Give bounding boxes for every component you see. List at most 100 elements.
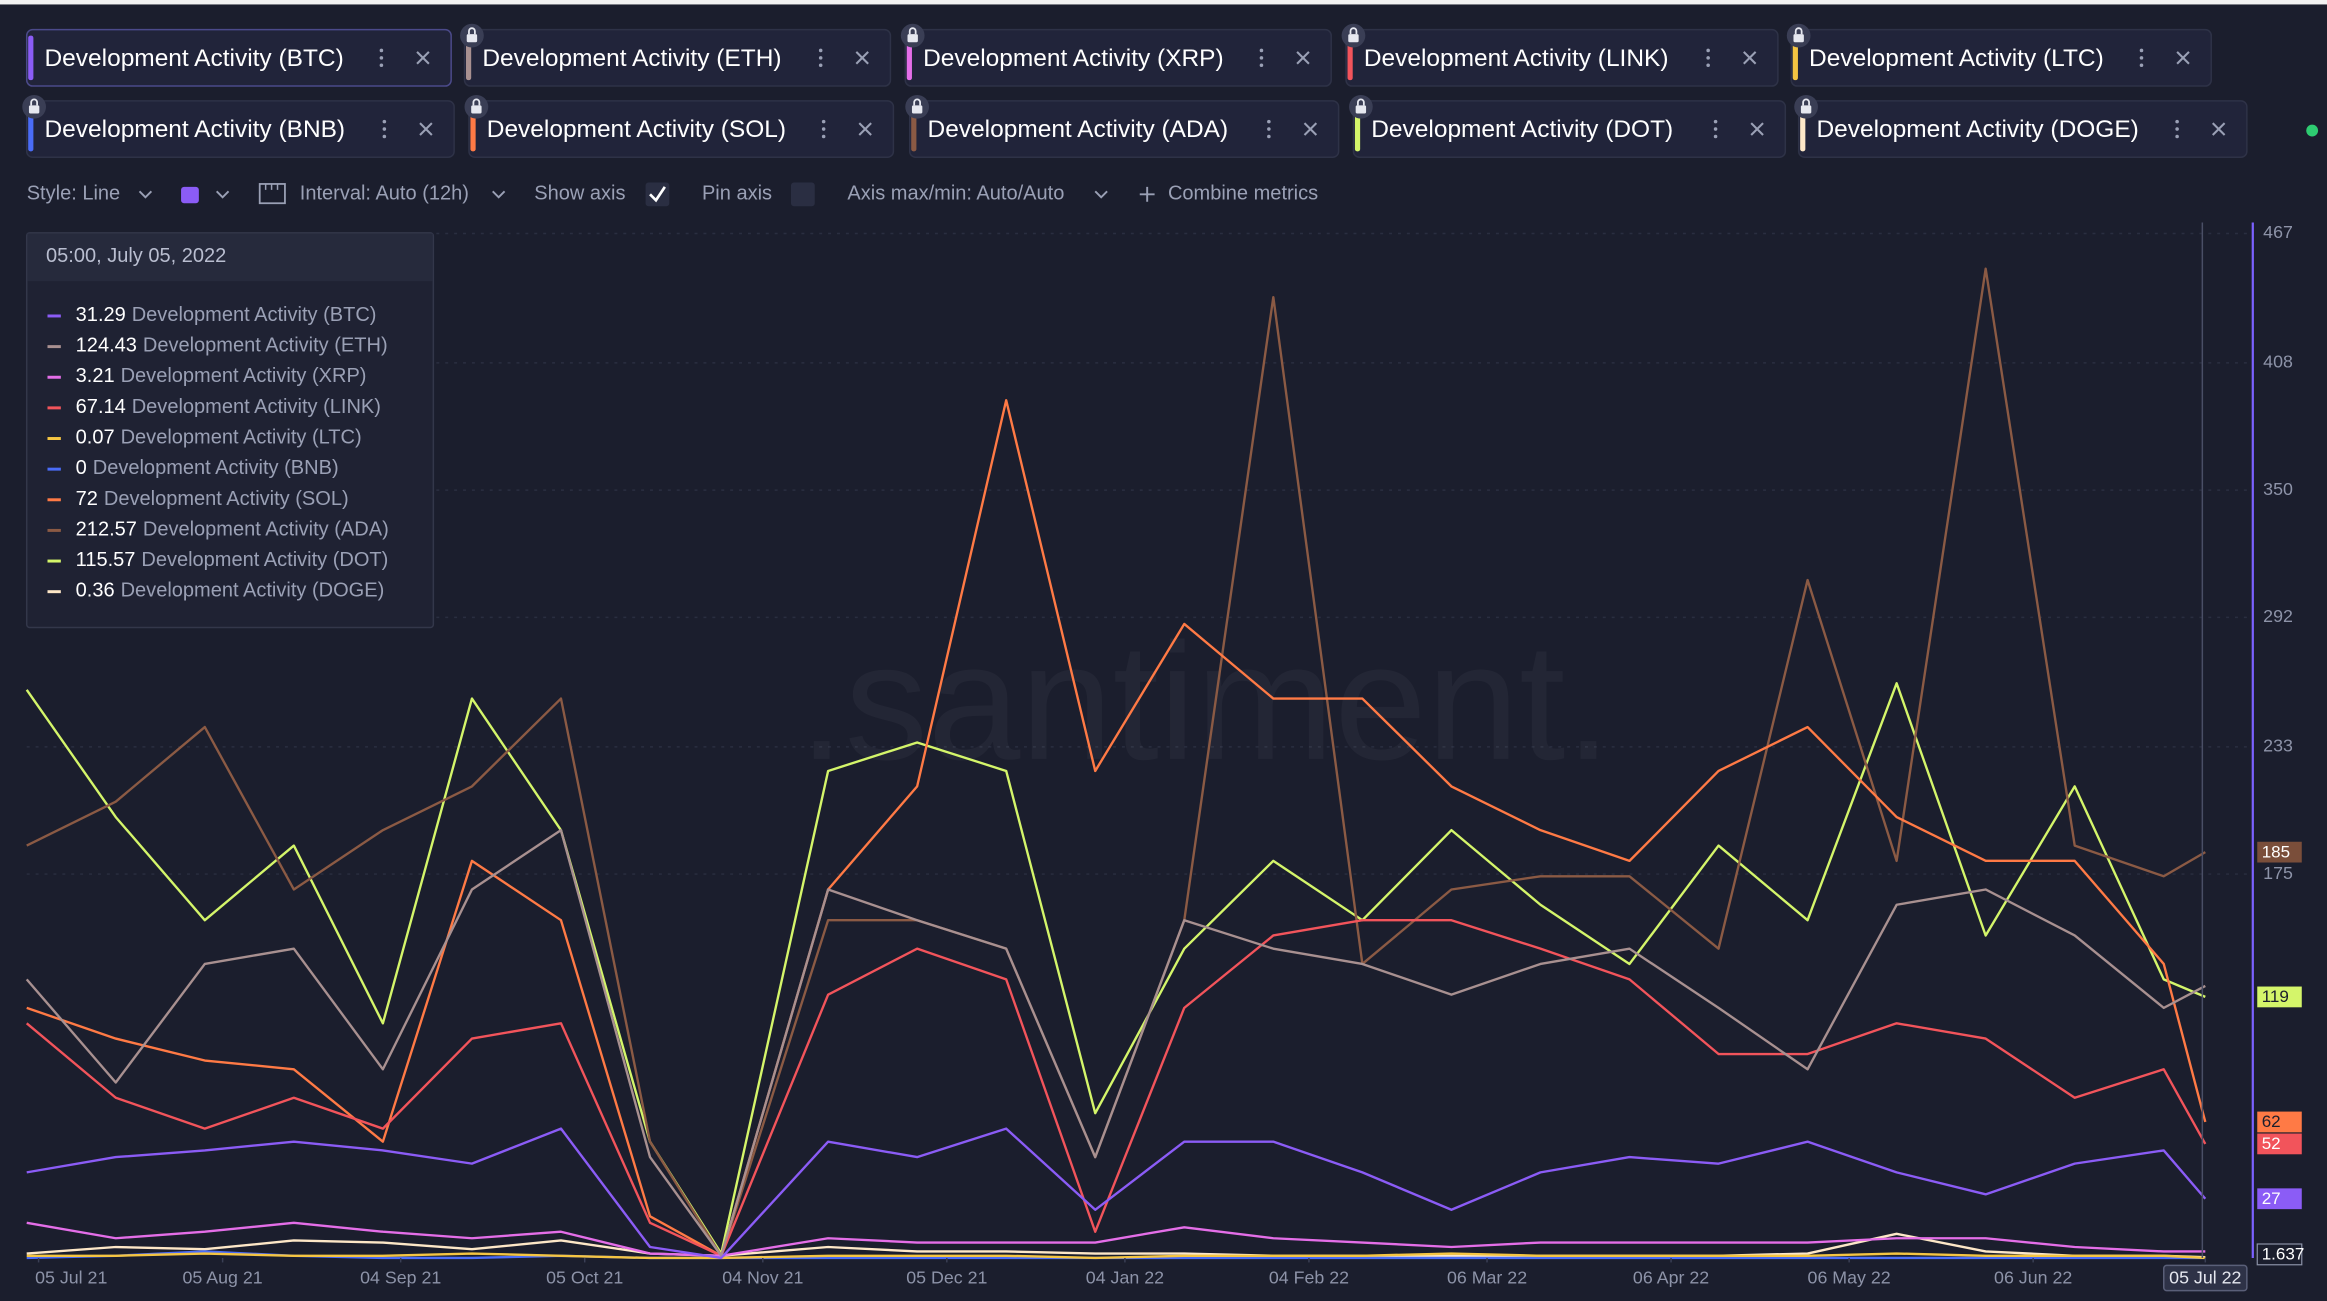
tab-close[interactable] — [1303, 122, 1318, 136]
x-tick-label: 05 Dec 21 — [906, 1267, 987, 1287]
lock-shackle — [468, 27, 476, 35]
tab[interactable] — [1790, 28, 2212, 87]
tab-label[interactable]: Development Activity (BNB) — [45, 116, 346, 143]
lock-shackle — [1349, 27, 1358, 35]
lock-shackle — [472, 98, 481, 106]
tab-menu-dot — [1706, 48, 1710, 53]
tab-menu-dot — [821, 127, 826, 131]
tab-close[interactable] — [1750, 122, 1764, 136]
tab-menu-dot — [1706, 63, 1710, 68]
tab-label[interactable]: Development Activity (SOL) — [487, 116, 786, 143]
tab-close[interactable] — [858, 122, 872, 136]
tab-menu-dot — [2175, 134, 2179, 139]
x-tick-label: 06 Mar 22 — [1447, 1267, 1527, 1287]
tab-close[interactable] — [419, 122, 433, 136]
tooltip-row: 72 Development Activity (SOL) — [76, 488, 349, 510]
tab[interactable] — [1352, 100, 1787, 158]
tab-menu-dot — [821, 134, 826, 139]
tab-label[interactable]: Development Activity (ADA) — [928, 116, 1229, 143]
lock-body — [1793, 34, 1804, 43]
tab-label[interactable]: Development Activity (DOGE) — [1816, 116, 2138, 143]
tab-close[interactable] — [416, 51, 430, 65]
x-tick-label: 06 Apr 22 — [1633, 1267, 1709, 1287]
tooltip-value: 72 — [76, 488, 98, 510]
tab-menu-dot — [1713, 119, 1718, 124]
tooltip-header — [27, 233, 433, 282]
value-badge — [2257, 1188, 2302, 1210]
toolbar-interval[interactable]: Interval: Auto (12h) — [300, 183, 469, 205]
x-tick-label: 04 Jan 22 — [1086, 1267, 1164, 1287]
tab-close[interactable] — [1296, 51, 1310, 65]
tooltip-value: 0.36 — [76, 580, 115, 602]
x-tick-label: 05 Jul 22 — [2169, 1267, 2241, 1287]
series-line — [25, 919, 2207, 1257]
tab-menu-dot — [379, 63, 384, 68]
tab[interactable] — [908, 100, 1340, 158]
tab-label[interactable]: Development Activity (BTC) — [45, 45, 344, 72]
style-chevron — [138, 190, 153, 199]
tooltip-series-name: Development Activity (ADA) — [143, 519, 389, 541]
tooltip-series-name: Development Activity (ETH) — [143, 335, 388, 357]
tab[interactable] — [904, 28, 1332, 87]
tab[interactable] — [468, 100, 895, 158]
tab-label[interactable]: Development Activity (LINK) — [1364, 45, 1669, 72]
tab-close[interactable] — [2176, 51, 2190, 65]
tab-close[interactable] — [2211, 122, 2226, 136]
tooltip-value: 115.57 — [76, 549, 136, 571]
tab-menu-dot — [379, 48, 384, 53]
tab-menu-dot — [2175, 119, 2179, 124]
tooltip-value: 3.21 — [76, 366, 115, 388]
toolbar-style[interactable]: Style: Line — [27, 183, 120, 205]
checkmark — [649, 186, 666, 203]
tooltip-value: 67.14 — [76, 396, 126, 418]
tab-label[interactable]: Development Activity (ETH) — [482, 45, 781, 72]
tooltip-series-name: Development Activity (XRP) — [121, 366, 367, 388]
toolbar-pin-axis[interactable]: Pin axis — [702, 183, 772, 205]
tab-menu-dot — [2139, 63, 2144, 68]
tooltip-value: 124.43 — [76, 335, 137, 357]
x-tick-label: 05 Aug 21 — [183, 1267, 263, 1287]
tab-menu-dot — [1713, 127, 1718, 131]
value-badge-label: 119 — [2262, 987, 2289, 1006]
pin-axis-checkbox[interactable] — [791, 182, 815, 207]
tab[interactable] — [1797, 100, 2248, 158]
lock-body — [1355, 105, 1367, 114]
toolbar-axis-range[interactable]: Axis max/min: Auto/Auto — [847, 183, 1064, 205]
tooltip-series-name: Development Activity (SOL) — [104, 488, 349, 510]
tooltip-row: 212.57 Development Activity (ADA) — [76, 519, 389, 541]
value-badge — [2257, 841, 2302, 863]
status-dot — [2306, 124, 2319, 137]
tooltip-value: 0 — [76, 457, 87, 479]
tab-menu-dot — [818, 56, 823, 60]
tab[interactable] — [1345, 28, 1779, 87]
lock-body — [466, 34, 478, 43]
lock-body — [471, 105, 482, 114]
tab-menu-dot — [1259, 63, 1264, 68]
series-line — [26, 1232, 2206, 1259]
x-tick-label: 04 Sep 21 — [360, 1267, 441, 1287]
show-axis-checkbox[interactable] — [645, 182, 670, 207]
tab-label[interactable]: Development Activity (DOT) — [1371, 116, 1673, 143]
tab[interactable] — [25, 28, 452, 87]
tab-close[interactable] — [855, 51, 869, 65]
tab[interactable] — [25, 100, 455, 158]
toolbar-combine[interactable]: Combine metrics — [1168, 183, 1318, 205]
value-badge-label: 27 — [2262, 1189, 2281, 1208]
tab-menu-dot — [1259, 56, 1264, 60]
tab-label[interactable]: Development Activity (LTC) — [1809, 45, 2104, 72]
tooltip-series-name: Development Activity (DOGE) — [121, 580, 385, 602]
tab-close[interactable] — [1743, 51, 1757, 65]
lock-shackle — [1794, 27, 1803, 35]
tooltip-row: 0 Development Activity (BNB) — [76, 457, 339, 479]
tab[interactable] — [463, 28, 892, 87]
tooltip-series-name: Development Activity (LTC) — [121, 427, 362, 449]
value-badge — [2256, 1243, 2303, 1266]
lock-body — [911, 105, 923, 114]
toolbar-show-axis[interactable]: Show axis — [534, 183, 625, 205]
tab-label[interactable]: Development Activity (XRP) — [923, 45, 1224, 72]
lock-shackle — [30, 98, 38, 106]
tooltip-row: 0.07 Development Activity (LTC) — [76, 427, 362, 449]
color-picker[interactable] — [181, 186, 199, 204]
